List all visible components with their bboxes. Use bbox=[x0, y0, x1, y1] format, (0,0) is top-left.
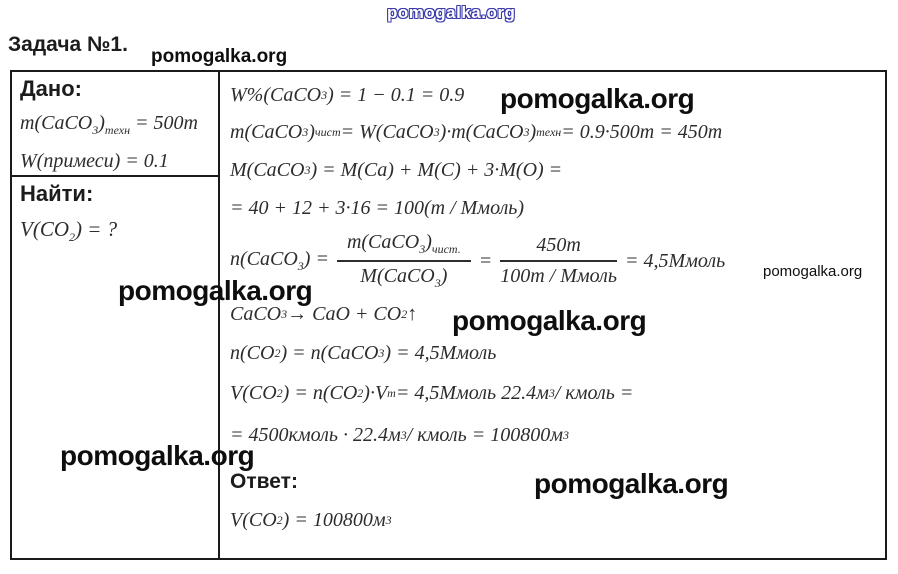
given-find-column: Дано: m(CaCO3)техн = 500т W(примеси) = 0… bbox=[12, 72, 220, 558]
fraction-numeric: 450т 100т / Ммоль bbox=[500, 234, 617, 288]
solution-table: Дано: m(CaCO3)техн = 500т W(примеси) = 0… bbox=[10, 70, 887, 560]
equation-co2-moles: n(CO 2) = n(CaCO 3) = 4,5Ммоль bbox=[230, 341, 497, 364]
equation-reaction: CaCO 3 → CaO + CO 2 ↑ bbox=[230, 302, 418, 325]
fraction-numeric-denominator: 100т / Ммоль bbox=[500, 265, 617, 287]
equation-moles: n(CaCO3) = m(CaCO3)чист. M(CaCO3) = 450т… bbox=[230, 227, 881, 295]
moles-lhs: n(CaCO3) = bbox=[230, 248, 329, 273]
answer-label: Ответ: bbox=[230, 470, 298, 493]
find-target-equation: V(CO2) = ? bbox=[20, 217, 118, 244]
equation-molar-mass-value: = 40 + 12 + 3·16 = 100(т / Ммоль) bbox=[230, 196, 525, 219]
watermark-right-top: pomogalka.org bbox=[500, 83, 695, 114]
watermark-left-middle: pomogalka.org bbox=[118, 275, 313, 306]
find-section: Найти: V(CO2) = ? bbox=[12, 175, 218, 558]
watermark-top-blue: pomogalka.org bbox=[387, 3, 516, 22]
fraction-symbolic: m(CaCO3)чист. M(CaCO3) bbox=[336, 231, 471, 291]
watermark-answer-row: pomogalka.org bbox=[534, 468, 729, 499]
equation-pure-mass: m(CaCO 3) чист = W(CaCO 3)·m(CaCO 3) техн = 0… bbox=[230, 120, 723, 143]
fraction-numeric-numerator: 450т bbox=[500, 234, 617, 262]
equation-volume-value: = 4500кмоль · 22.4м 3 / кмоль = 100800м 3 bbox=[230, 423, 569, 446]
given-impurity-equation: W(примеси) = 0.1 bbox=[20, 150, 169, 172]
moles-equals: = bbox=[478, 249, 493, 272]
equation-volume: V(CO 2) = n(CO 2)·V m = 4,5Ммоль 22.4м 3 / к… bbox=[230, 381, 634, 404]
answer-equation: V(CO 2) = 100800м 3 bbox=[230, 508, 392, 531]
given-section: Дано: m(CaCO3)техн = 500т W(примеси) = 0… bbox=[12, 72, 218, 175]
moles-result: = 4,5Ммоль bbox=[624, 249, 726, 272]
watermark-middle: pomogalka.org bbox=[452, 305, 647, 336]
given-label: Дано: bbox=[20, 76, 82, 101]
fraction-symbolic-numerator: m(CaCO3)чист. bbox=[336, 231, 471, 262]
given-mass-equation: m(CaCO3)техн = 500т bbox=[20, 112, 198, 137]
watermark-header: pomogalka.org bbox=[151, 46, 288, 67]
watermark-bottom-left: pomogalka.org bbox=[60, 440, 255, 471]
equation-mass-fraction: W%(CaCO 3) = 1 − 0.1 = 0.9 bbox=[230, 83, 465, 106]
find-label: Найти: bbox=[20, 181, 94, 206]
problem-title: Задача №1. bbox=[8, 33, 128, 56]
fraction-symbolic-denominator: M(CaCO3) bbox=[360, 265, 448, 290]
watermark-small-right: pomogalka.org bbox=[763, 263, 863, 280]
equation-molar-mass: M(CaCO 3) = M(Ca) + M(C) + 3·M(O) = bbox=[230, 159, 563, 181]
solution-column: W%(CaCO 3) = 1 − 0.1 = 0.9 m(CaCO 3) чист =… bbox=[220, 72, 885, 558]
